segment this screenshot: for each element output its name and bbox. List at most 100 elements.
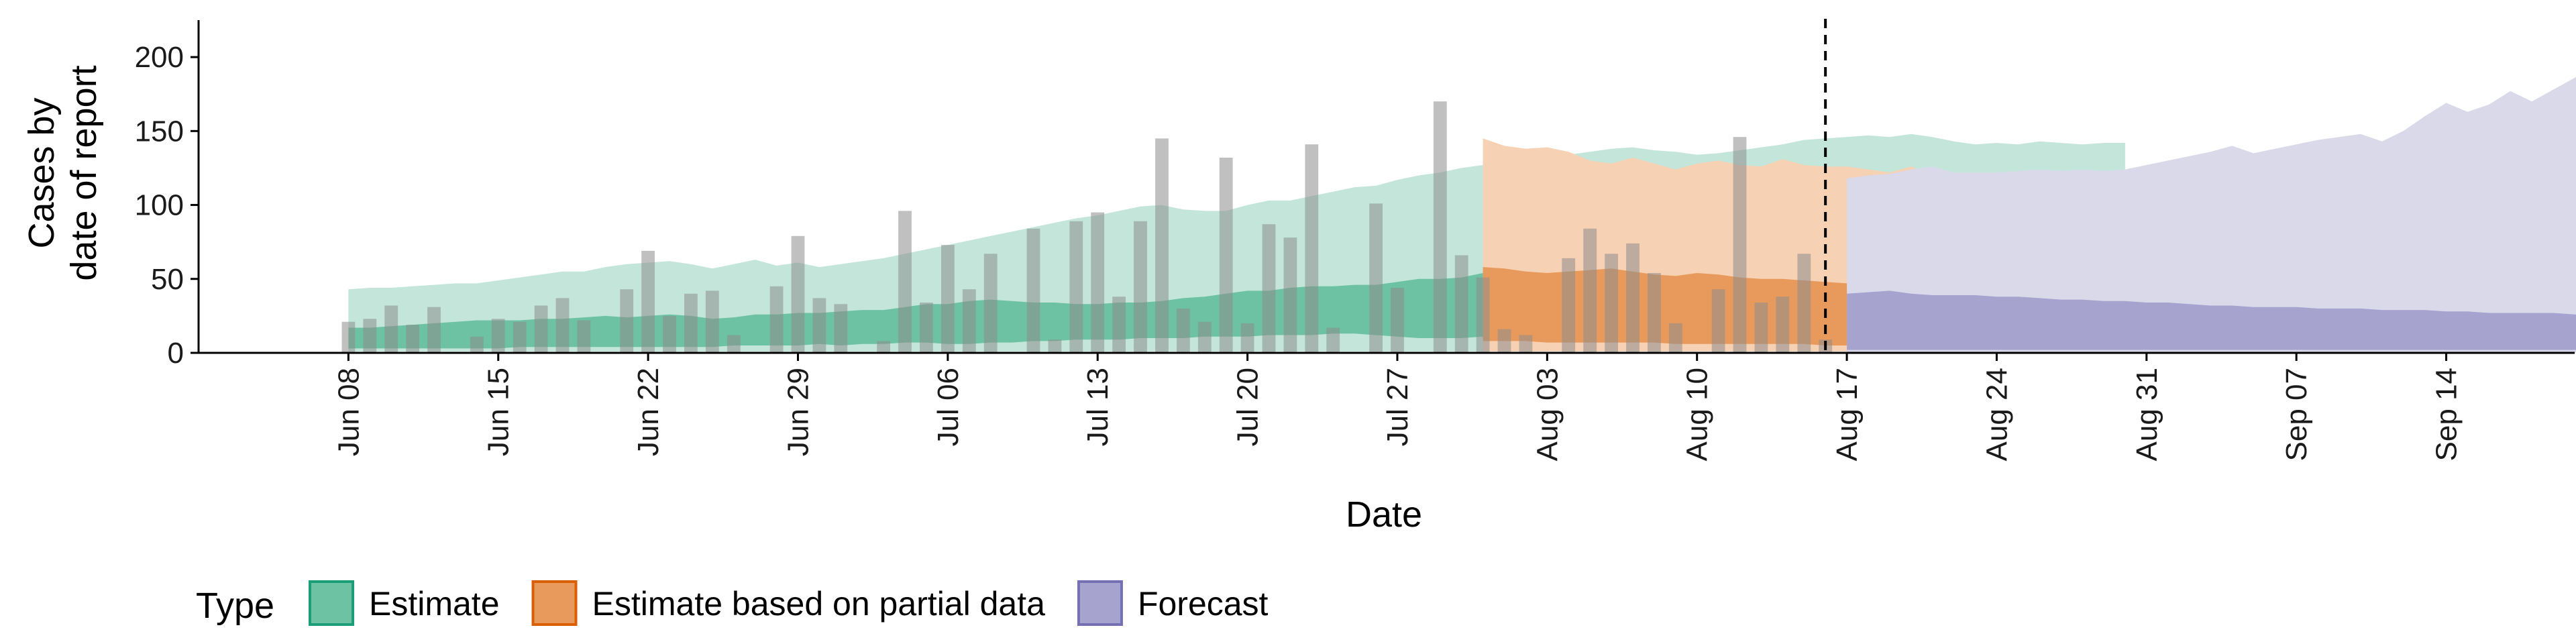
plot-area (341, 19, 2576, 357)
reported-cases-bar (1091, 212, 1105, 353)
y-tick-label: 150 (135, 115, 184, 148)
reported-cases-bar (1519, 335, 1533, 353)
reported-cases-bar (705, 290, 719, 353)
reported-cases-bar (1369, 203, 1383, 353)
reported-cases-bar (898, 211, 912, 353)
reported-cases-bar (1262, 224, 1276, 353)
reported-cases-bar (1711, 289, 1725, 353)
reported-cases-bar (406, 325, 419, 353)
reported-cases-bar (1155, 138, 1169, 353)
reported-cases-bar (1454, 255, 1468, 353)
reported-cases-bar (1626, 243, 1640, 353)
reported-cases-bar (1562, 258, 1576, 353)
x-tick-label: Sep 07 (2280, 368, 2313, 461)
reported-cases-bar (791, 235, 805, 353)
reported-cases-bars (341, 101, 1833, 353)
x-tick-label: Jul 06 (932, 368, 965, 446)
legend: Type Estimate Estimate based on partial d… (196, 580, 1269, 626)
x-tick-label: Aug 03 (1531, 368, 1564, 461)
reported-cases-bar (1134, 221, 1147, 353)
reported-cases-bar (1177, 308, 1190, 353)
x-tick-label: Jun 15 (482, 368, 515, 456)
reported-cases-bar (513, 321, 527, 353)
reported-cases-bar (1283, 237, 1297, 353)
x-tick-label: Jun 22 (632, 368, 665, 456)
reported-cases-bar (769, 286, 784, 353)
reported-cases-bar (920, 303, 933, 353)
reported-cases-bar (1048, 339, 1062, 353)
reported-cases-bar (1605, 254, 1618, 353)
legend-label-estimate-based-on-partial-data: Estimate based on partial data (592, 585, 1046, 623)
reported-cases-bar (427, 307, 441, 353)
reported-cases-bar (577, 320, 591, 353)
reported-cases-bar (1026, 228, 1040, 353)
reported-cases-bar (641, 250, 655, 353)
reported-cases-bar (1305, 144, 1319, 353)
reported-cases-bar (555, 298, 570, 353)
reported-cases-bar (1433, 101, 1447, 353)
reported-cases-bar (684, 293, 698, 353)
reported-cases-bar (341, 321, 356, 353)
reported-cases-bar (1326, 327, 1340, 353)
reported-cases-bar (1497, 329, 1511, 353)
x-axis-title: Date (1346, 494, 1422, 535)
forecast-inner-band (1847, 290, 2576, 350)
x-tick-label: Aug 31 (2131, 368, 2163, 461)
reported-cases-bar (620, 289, 634, 353)
x-tick-label: Jul 13 (1081, 368, 1114, 446)
y-tick-label: 100 (135, 189, 184, 222)
reported-cases-bar (1733, 137, 1747, 353)
reported-cases-bar (384, 305, 398, 353)
x-tick-label: Jul 20 (1232, 368, 1265, 446)
y-axis-title-line-1: Cases by (21, 97, 62, 248)
x-tick-label: Jul 27 (1381, 368, 1414, 446)
y-tick-label: 50 (151, 263, 184, 296)
reported-cases-bar (834, 304, 848, 353)
axes: 0 50 100 150 200 Jun 08 Jun 15 Jun 22 Jun 29 Jul… (135, 20, 2575, 461)
reported-cases-bar (1797, 254, 1811, 353)
reported-cases-bar (941, 245, 955, 353)
legend-title: Type (196, 586, 274, 626)
legend-key-forecast (1077, 580, 1123, 626)
legend-key-estimate (309, 580, 354, 626)
reported-cases-bar (1476, 277, 1490, 353)
reported-cases-bar (877, 341, 890, 353)
y-tick-label: 0 (168, 337, 184, 370)
y-tick-label: 200 (135, 41, 184, 74)
reported-cases-bar (470, 336, 484, 353)
x-tick-label: Aug 24 (1980, 368, 2013, 461)
reported-cases-bar (1583, 228, 1597, 353)
reported-cases-bar (491, 319, 505, 353)
reported-cases-bar (727, 335, 741, 353)
x-tick-label: Aug 17 (1831, 368, 1864, 461)
y-axis-ticks: 0 50 100 150 200 (135, 41, 199, 370)
legend-label-forecast: Forecast (1138, 585, 1269, 623)
reported-cases-bar (1648, 273, 1661, 353)
reported-cases-bar (1754, 303, 1768, 353)
reported-cases-bar (1069, 221, 1083, 353)
reported-cases-bar (1776, 297, 1790, 353)
x-axis-ticks: Jun 08 Jun 15 Jun 22 Jun 29 Jul 06 Jul 13 Jul … (332, 353, 2463, 461)
x-tick-label: Aug 10 (1681, 368, 1714, 461)
x-tick-label: Jun 08 (332, 368, 365, 456)
legend-entries: Estimate Estimate based on partial data Fo… (309, 580, 1269, 626)
reported-cases-bar (534, 305, 548, 353)
forecast-outer-band (1847, 77, 2576, 353)
reported-cases-bar (1112, 297, 1126, 353)
reported-cases-bar (962, 289, 976, 353)
reported-cases-bar (1197, 321, 1212, 353)
reported-cases-bar (812, 298, 826, 353)
x-tick-label: Sep 14 (2430, 368, 2463, 461)
reported-cases-bar (1219, 158, 1233, 353)
reported-cases-bar (983, 254, 998, 353)
x-tick-label: Jun 29 (782, 368, 815, 456)
reported-cases-bar (363, 319, 377, 353)
y-axis-title: Cases by date of report (21, 65, 104, 280)
legend-key-estimate-based-on-partial-data (531, 580, 578, 626)
reported-cases-bar (1391, 288, 1404, 353)
reported-cases-bar (663, 315, 676, 353)
reported-cases-bar (1668, 323, 1682, 353)
reported-cases-bar (1240, 323, 1254, 353)
y-axis-title-line-2: date of report (64, 65, 104, 280)
